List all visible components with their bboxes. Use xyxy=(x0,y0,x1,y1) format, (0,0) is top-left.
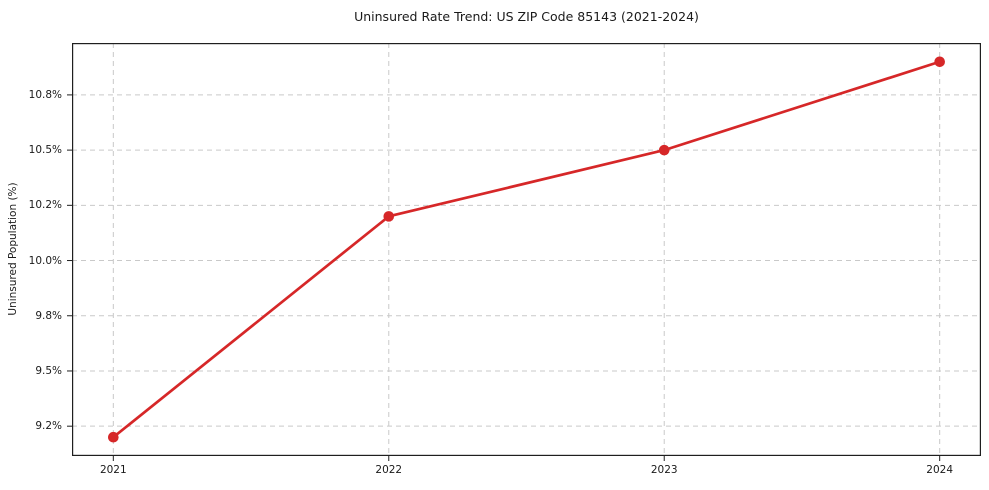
data-point-2024 xyxy=(934,56,945,68)
data-point-2021 xyxy=(108,431,119,443)
y-tick-label: 10.2% xyxy=(28,199,62,212)
trend-line xyxy=(111,60,942,439)
axes-frame xyxy=(72,43,981,456)
y-tick-label: 10.0% xyxy=(28,254,62,267)
y-tick-label: 9.2% xyxy=(35,420,62,433)
x-tick-label: 2024 xyxy=(926,464,954,476)
y-tick-label: 9.5% xyxy=(35,364,62,377)
y-tick-label: 9.8% xyxy=(35,309,62,322)
x-tick-label: 2022 xyxy=(375,464,403,476)
data-point-2023 xyxy=(658,144,670,156)
y-tick-label: 10.8% xyxy=(28,88,62,101)
x-tick-label: 2023 xyxy=(650,464,678,476)
y-tick-label: 10.5% xyxy=(28,144,62,157)
x-tick-label: 2021 xyxy=(99,464,127,476)
chart-title: Uninsured Rate Trend: US ZIP Code 85143 … xyxy=(354,9,699,24)
data-point-2022 xyxy=(383,211,395,222)
chart-canvas xyxy=(67,43,981,461)
plot-area xyxy=(67,43,981,461)
